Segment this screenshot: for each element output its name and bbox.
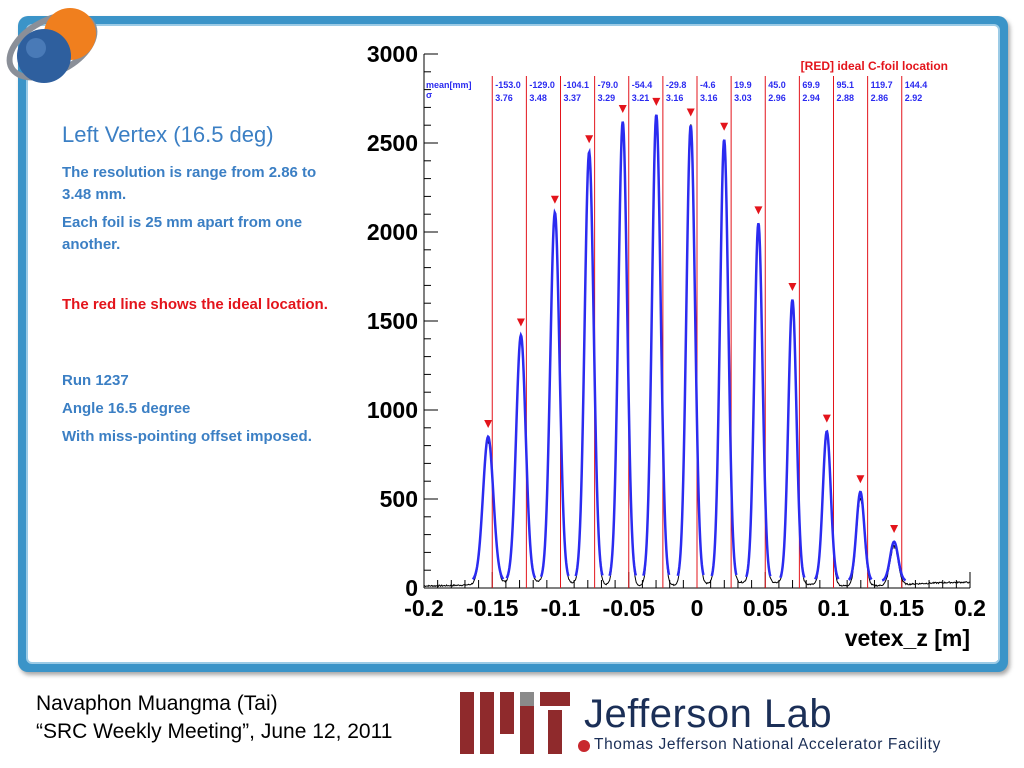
stats-mean-value: -153.0	[495, 80, 521, 90]
gaussian-fit-curve	[539, 208, 570, 578]
x-tick-label: -0.15	[466, 595, 519, 621]
jlab-subtitle: Thomas Jefferson National Accelerator Fa…	[594, 736, 941, 753]
stats-mean-value: -79.0	[598, 80, 619, 90]
stats-sigma-value: 3.76	[495, 93, 513, 103]
y-tick-label: 1000	[367, 397, 418, 423]
stats-sigma-value: 3.21	[632, 93, 650, 103]
peak-marker	[856, 475, 865, 484]
peak-marker	[618, 104, 627, 113]
stats-sigma-value: 3.16	[700, 93, 718, 103]
stats-sigma-value: 2.86	[871, 93, 889, 103]
peak-marker	[754, 206, 763, 215]
y-tick-label: 2000	[367, 219, 418, 245]
gaussian-fit-curve	[505, 331, 537, 579]
peak-marker	[686, 108, 695, 117]
stats-mean-value: 144.4	[905, 80, 928, 90]
stats-sigma-value: 3.48	[529, 93, 547, 103]
angle-text: Angle 16.5 degree	[62, 400, 191, 417]
offset-text: With miss-pointing offset imposed.	[62, 428, 312, 445]
stats-sigma-value: 3.16	[666, 93, 684, 103]
stats-mean-value: 95.1	[837, 80, 855, 90]
gaussian-fit-curve	[642, 114, 671, 576]
x-tick-label: 0.2	[954, 595, 986, 621]
stats-mean-value: 69.9	[802, 80, 820, 90]
slide-title: Left Vertex (16.5 deg)	[62, 122, 274, 147]
x-tick-label: 0	[691, 595, 704, 621]
gaussian-fit-curve	[881, 540, 907, 582]
gaussian-fit-curve	[574, 147, 604, 577]
peak-marker	[822, 414, 831, 423]
peak-marker	[516, 318, 525, 327]
resolution-text: The resolution is range from 2.86 to 3.4…	[62, 164, 317, 203]
gaussian-fit-curve	[471, 434, 505, 581]
y-tick-label: 2500	[367, 130, 418, 156]
x-tick-label: 0.05	[743, 595, 788, 621]
logo-spheres-icon	[6, 8, 98, 83]
gaussian-fit-curve	[608, 121, 638, 577]
jlab-title: Jefferson Lab	[584, 692, 833, 736]
red-line-note: The red line shows the ideal location.	[62, 296, 328, 313]
stats-mean-value: -29.8	[666, 80, 687, 90]
stats-mean-value: -54.4	[632, 80, 653, 90]
x-tick-label: -0.05	[603, 595, 656, 621]
x-tick-label: -0.2	[404, 595, 444, 621]
gaussian-fit-curve	[710, 139, 738, 577]
y-tick-label: 3000	[367, 41, 418, 67]
peak-marker	[890, 525, 899, 534]
y-tick-label: 1500	[367, 308, 418, 334]
stats-mean-value: -104.1	[564, 80, 590, 90]
vertex-histogram-chart: 0 500 1000 1500 2000 2500 3000 -0.2 -0.15 -0.1 -0.…	[348, 34, 998, 660]
peak-marker	[720, 122, 729, 131]
gaussian-fit-curve	[676, 125, 705, 577]
gaussian-fit-curve	[847, 490, 873, 581]
meeting-name: “SRC Weekly Meeting”, June 12, 2011	[36, 720, 393, 743]
peak-marker	[550, 195, 559, 204]
stats-mean-value: 119.7	[871, 80, 893, 90]
x-axis-label: vetex_z [m]	[845, 625, 970, 651]
stats-sigma-header: σ	[426, 90, 432, 100]
ideal-location-legend: [RED] ideal C-foil location	[801, 59, 948, 73]
stats-mean-value: -129.0	[529, 80, 555, 90]
jefferson-lab-logo: Jefferson Lab Thomas Jefferson National …	[578, 690, 1024, 760]
x-tick-label: 0.15	[879, 595, 924, 621]
peak-marker	[652, 97, 661, 106]
author-name: Navaphon Muangma (Tai)	[36, 692, 278, 715]
mit-logo-icon	[460, 692, 570, 754]
footer-author-block: Navaphon Muangma (Tai) “SRC Weekly Meeti…	[36, 690, 392, 746]
stats-sigma-value: 3.03	[734, 93, 752, 103]
gaussian-fit-curve	[813, 429, 840, 580]
gaussian-fit-curve	[745, 222, 772, 578]
foil-spacing-text: Each foil is 25 mm apart from one anothe…	[62, 214, 303, 253]
stats-mean-value: 45.0	[768, 80, 786, 90]
stats-mean-value: 19.9	[734, 80, 752, 90]
stats-mean-value: -4.6	[700, 80, 716, 90]
jlab-dot-icon	[578, 740, 590, 752]
y-tick-label: 0	[405, 575, 418, 601]
stats-mean-header: mean[mm]	[426, 80, 472, 90]
run-number-text: Run 1237	[62, 372, 129, 389]
x-tick-label: 0.1	[818, 595, 850, 621]
stats-sigma-value: 2.92	[905, 93, 923, 103]
peak-marker	[788, 282, 797, 291]
slide-text-panel: Left Vertex (16.5 deg) The resolution is…	[62, 122, 332, 454]
stats-sigma-value: 2.96	[768, 93, 786, 103]
stats-sigma-value: 2.94	[802, 93, 820, 103]
y-tick-label: 500	[380, 486, 418, 512]
stats-sigma-value: 3.29	[598, 93, 616, 103]
stats-sigma-value: 2.88	[837, 93, 855, 103]
peak-marker	[585, 135, 594, 144]
x-tick-label: -0.1	[541, 595, 581, 621]
gaussian-fit-curve	[779, 299, 806, 579]
stats-sigma-value: 3.37	[564, 93, 582, 103]
peak-marker	[484, 420, 493, 429]
